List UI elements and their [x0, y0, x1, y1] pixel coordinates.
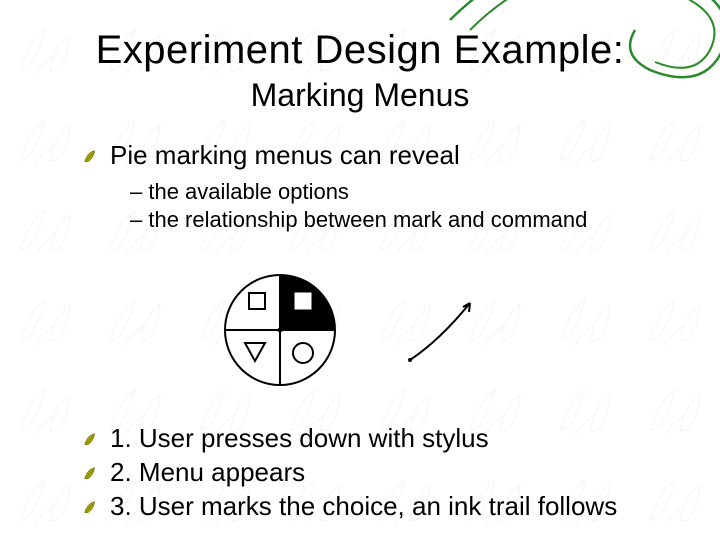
leaf-bullet-icon — [82, 498, 100, 516]
step-row-2: 2. Menu appears — [82, 457, 690, 488]
step-2-text: 2. Menu appears — [110, 457, 305, 488]
step-row-1: 1. User presses down with stylus — [82, 423, 690, 454]
step-row-3: 3. User marks the choice, an ink trail f… — [82, 491, 690, 522]
steps-list: 1. User presses down with stylus 2. Menu… — [82, 423, 690, 522]
sub-bullet-1: – the available options — [130, 179, 690, 205]
main-bullet-row: Pie marking menus can reveal — [82, 140, 690, 171]
sub-bullet-2: – the relationship between mark and comm… — [130, 207, 690, 233]
leaf-bullet-icon — [82, 464, 100, 482]
pie-menu-diagram — [215, 265, 345, 395]
diagram-area — [30, 265, 690, 395]
main-bullet-text: Pie marking menus can reveal — [110, 140, 460, 171]
step-1-text: 1. User presses down with stylus — [110, 423, 489, 454]
slide-title: Experiment Design Example: — [30, 28, 690, 73]
leaf-bullet-icon — [82, 147, 100, 165]
slide-subtitle: Marking Menus — [30, 77, 690, 114]
step-3-text: 3. User marks the choice, an ink trail f… — [110, 491, 617, 522]
leaf-bullet-icon — [82, 430, 100, 448]
mark-gesture-diagram — [385, 285, 505, 375]
